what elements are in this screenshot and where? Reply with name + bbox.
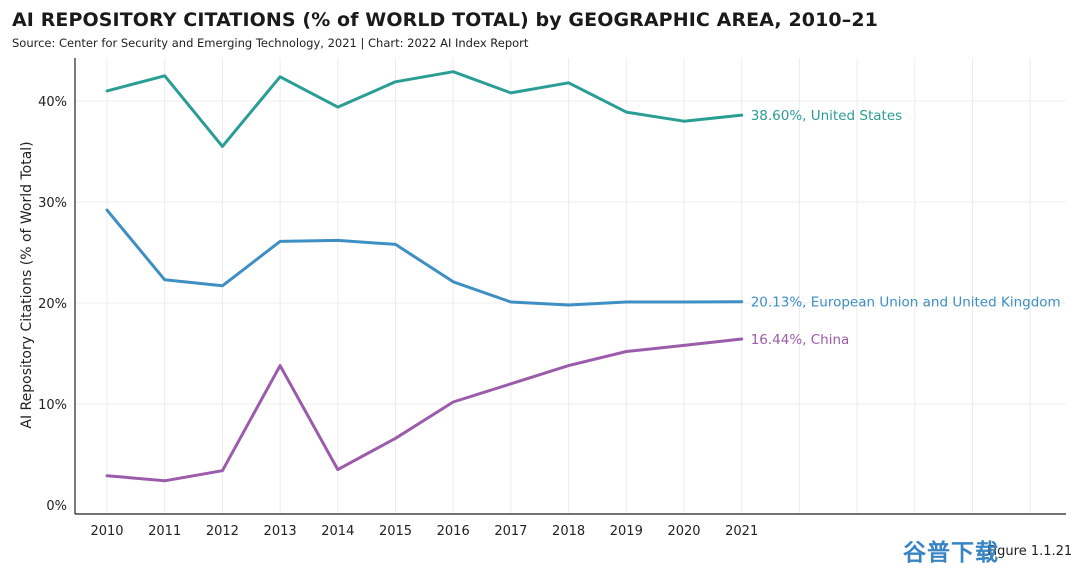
figure-label: Figure 1.1.21 — [987, 544, 1073, 559]
series-end-label: 20.13%, European Union and United Kingdo… — [751, 295, 1061, 311]
series-group: 38.60%, United States 20.13%, European Un… — [105, 70, 1061, 483]
y-tick-label: 30% — [38, 196, 67, 211]
horizontal-gridlines — [75, 100, 1066, 405]
y-tick-labels: 0% 10% 20% 30% 40% — [38, 95, 67, 514]
x-tick-label: 2018 — [552, 524, 585, 539]
y-tick-label: 0% — [46, 499, 67, 514]
x-tick-label: 2017 — [494, 524, 527, 539]
chart-subtitle: Source: Center for Security and Emerging… — [12, 36, 529, 50]
x-tick-label: 2021 — [725, 524, 758, 539]
vertical-gridlines — [106, 58, 1031, 514]
x-tick-label: 2020 — [667, 524, 700, 539]
y-tick-label: 20% — [38, 297, 67, 312]
y-axis-label: AI Repository Citations (% of World Tota… — [19, 141, 35, 428]
series-line-1 — [105, 208, 744, 307]
x-tick-label: 2011 — [148, 524, 181, 539]
x-tick-label: 2019 — [610, 524, 643, 539]
x-tick-label: 2016 — [437, 524, 470, 539]
x-tick-label: 2010 — [90, 524, 123, 539]
y-tick-label: 10% — [38, 398, 67, 413]
watermark-logo: 谷普下载 — [903, 540, 999, 566]
x-tick-label: 2012 — [206, 524, 239, 539]
x-tick-label: 2015 — [379, 524, 412, 539]
series-line-2 — [105, 337, 744, 483]
series-end-label: 38.60%, United States — [751, 108, 902, 124]
x-tick-label: 2014 — [321, 524, 354, 539]
y-tick-label: 40% — [38, 95, 67, 110]
series-end-label: 16.44%, China — [751, 332, 850, 348]
series-line-0 — [105, 70, 744, 148]
x-tick-label: 2013 — [264, 524, 297, 539]
x-tick-labels: 2010 2011 2012 2013 2014 2015 2016 2017 2018 2019… — [90, 524, 758, 539]
chart-title: AI REPOSITORY CITATIONS (% of WORLD TOTA… — [12, 9, 878, 31]
